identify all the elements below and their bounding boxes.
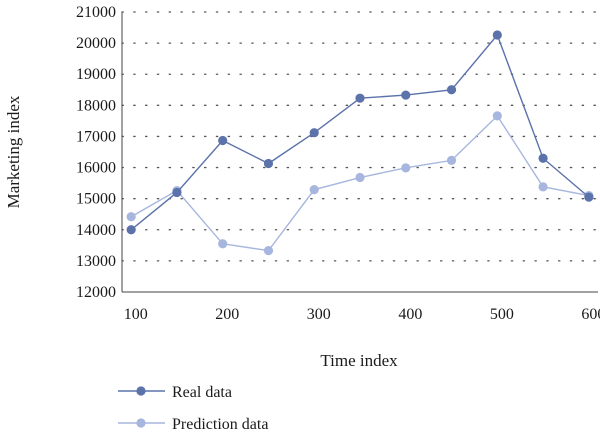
y-tick-label: 12000 (76, 284, 116, 301)
y-tick-label: 16000 (76, 160, 116, 177)
data-point (309, 128, 319, 138)
y-tick-label: 14000 (76, 222, 116, 239)
y-axis-label: Marketing index (4, 95, 23, 208)
data-point (126, 212, 136, 222)
y-tick-label: 13000 (76, 253, 116, 270)
data-point (355, 93, 365, 103)
y-tick-label: 15000 (76, 191, 116, 208)
y-tick-label: 18000 (76, 97, 116, 114)
x-tick-label: 200 (215, 306, 239, 323)
series-line (130, 114, 589, 252)
x-tick-labels: 100 200 300 400 500 600 (124, 306, 600, 323)
data-point (538, 153, 548, 163)
data-point (492, 30, 502, 40)
x-tick-label: 400 (398, 306, 422, 323)
series-group (126, 30, 594, 256)
y-tick-label: 17000 (76, 128, 116, 145)
legend-label: Real data (172, 384, 232, 401)
data-point (218, 135, 228, 146)
data-point (492, 111, 502, 121)
x-tick-label: 500 (490, 306, 514, 323)
data-point (446, 85, 457, 95)
data-point (401, 90, 411, 100)
series-1 (126, 111, 594, 256)
series-line (130, 33, 590, 231)
data-point (584, 192, 594, 202)
series-0 (126, 30, 594, 235)
data-point (172, 187, 182, 198)
data-point (126, 225, 136, 235)
x-axis-label: Time index (320, 351, 398, 370)
x-tick-label: 300 (307, 306, 331, 323)
x-tick-label: 600 (581, 306, 600, 323)
axes (121, 12, 598, 293)
data-point (401, 163, 411, 173)
legend-marker (136, 418, 146, 428)
data-point (263, 246, 274, 256)
y-tick-label: 20000 (76, 35, 116, 52)
legend-item: Prediction data (118, 416, 268, 433)
y-tick-label: 19000 (76, 66, 116, 83)
data-point (218, 239, 228, 249)
legend-label: Prediction data (172, 416, 268, 433)
data-point (355, 172, 365, 183)
data-point (446, 155, 457, 165)
data-point (309, 185, 319, 195)
data-point (538, 182, 548, 192)
grid-lines (121, 11, 599, 262)
legend: Real data Prediction data (118, 384, 268, 433)
x-tick-label: 100 (124, 306, 148, 323)
y-tick-label: 21000 (76, 4, 116, 21)
legend-marker (136, 386, 146, 396)
legend-item: Real data (118, 384, 232, 401)
y-tick-labels: 12000 13000 14000 15000 16000 17000 18000 19000… (76, 4, 116, 301)
data-point (263, 158, 274, 169)
